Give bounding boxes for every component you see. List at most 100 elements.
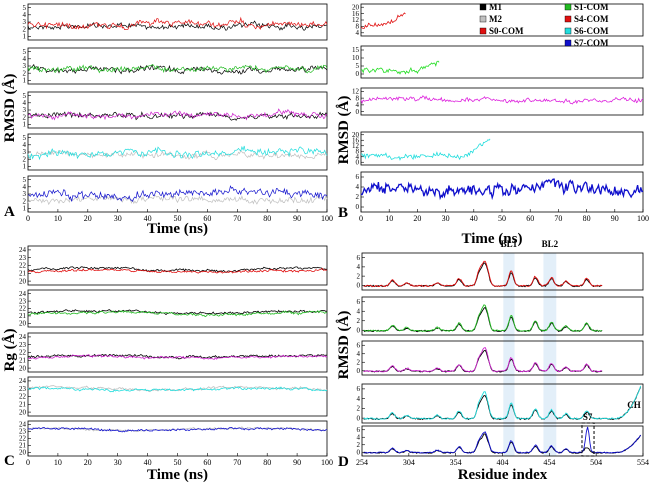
y-tick-label: 4 — [23, 99, 27, 107]
x-tick-label: 10 — [54, 214, 62, 223]
y-tick-label: 23 — [19, 341, 27, 349]
y-tick-label: 6 — [357, 298, 361, 306]
y-tick-label: 6 — [357, 426, 361, 434]
series-m1 — [27, 266, 328, 273]
x-tick-label: 0 — [26, 458, 30, 467]
series-s0-com — [363, 260, 603, 288]
x-tick-label: 354 — [450, 458, 462, 467]
y-tick-label: 2 — [357, 272, 361, 280]
y-tick-label: 24 — [19, 333, 27, 341]
series-s1-com — [363, 304, 603, 332]
x-tick-label: 60 — [203, 458, 211, 467]
y-tick-label: 3 — [23, 18, 27, 26]
series-m1 — [363, 262, 603, 288]
series-s1-com — [27, 309, 328, 318]
x-tick-label: 254 — [356, 458, 368, 467]
x-tick-label: 50 — [498, 214, 506, 223]
x-tick-label: 50 — [174, 458, 182, 467]
x-tick-label: 60 — [526, 214, 534, 223]
legend-label: S1-COM — [574, 2, 609, 12]
series-s0-com — [27, 16, 328, 31]
x-tick-label: 80 — [583, 214, 591, 223]
y-tick-label: 21 — [19, 312, 27, 320]
y-tick-label: 3 — [23, 62, 27, 70]
y-tick-label: 4 — [357, 263, 361, 271]
x-tick-label: 90 — [293, 458, 301, 467]
panel-letter: C — [4, 453, 15, 469]
series-m2 — [363, 387, 641, 421]
series-m2 — [27, 194, 328, 206]
annotation-ch: CH — [627, 400, 641, 410]
series-s0-com — [360, 12, 406, 29]
subplot-frame — [27, 91, 328, 129]
y-tick-label: 10 — [352, 54, 360, 62]
subplot-frame — [360, 87, 644, 116]
y-tick-label: 22 — [19, 305, 27, 313]
series-s6-com — [27, 386, 328, 393]
y-tick-label: 4 — [23, 55, 27, 63]
x-tick-label: 80 — [263, 214, 271, 223]
x-tick-label: 10 — [385, 214, 393, 223]
y-tick-label: 12 — [352, 88, 360, 96]
y-tick-label: 21 — [19, 357, 27, 365]
legend-swatch — [564, 27, 572, 35]
y-tick-label: 0 — [356, 70, 360, 78]
legend-swatch — [479, 27, 487, 35]
y-tick-label: 1 — [23, 205, 27, 213]
legend-label: M1 — [489, 2, 502, 12]
y-axis-title: RMSD (Å) — [336, 311, 352, 380]
y-tick-label: 5 — [23, 4, 27, 12]
y-tick-label: 0 — [356, 108, 360, 116]
x-axis-title: Residue index — [458, 467, 548, 483]
y-tick-label: 20 — [19, 364, 27, 372]
legend-swatch — [479, 3, 487, 11]
y-tick-label: 2 — [23, 113, 27, 121]
y-tick-label: 2 — [357, 441, 361, 449]
x-tick-label: 454 — [543, 458, 555, 467]
y-tick-label: 3 — [23, 106, 27, 114]
y-tick-label: 24 — [19, 290, 27, 298]
legend-label: S4-COM — [574, 14, 609, 24]
y-tick-label: 4 — [356, 183, 360, 191]
y-tick-label: 15 — [352, 46, 360, 54]
subplot-frame — [27, 133, 328, 171]
x-tick-label: 0 — [359, 214, 363, 223]
y-tick-label: 8 — [356, 94, 360, 102]
x-tick-label: 90 — [611, 214, 619, 223]
subplot-frame — [27, 420, 328, 457]
y-tick-label: 16 — [352, 10, 360, 18]
y-axis-title: RMSD (Å) — [2, 74, 18, 143]
y-tick-label: 5 — [23, 134, 27, 142]
y-tick-label: 2 — [356, 193, 360, 201]
legend-swatch — [564, 39, 572, 47]
x-tick-label: 50 — [174, 214, 182, 223]
y-tick-label: 8 — [356, 23, 360, 31]
subplot-frame — [361, 383, 644, 424]
x-tick-label: 80 — [263, 458, 271, 467]
y-tick-label: 22 — [19, 435, 27, 443]
x-tick-label: 0 — [26, 214, 30, 223]
annotation-bl1: BL1 — [501, 239, 518, 249]
y-tick-label: 4 — [23, 183, 27, 191]
y-tick-label: 3 — [23, 190, 27, 198]
x-axis-title: Time (ns) — [147, 221, 208, 237]
x-tick-label: 90 — [293, 214, 301, 223]
y-tick-label: 23 — [19, 297, 27, 305]
subplot-frame — [360, 131, 644, 166]
series-s0-com — [27, 267, 328, 274]
subplot-frame — [361, 340, 644, 376]
series-s6-com — [363, 385, 642, 420]
x-tick-label: 100 — [321, 214, 333, 223]
legend-label: S0-COM — [489, 26, 524, 36]
x-tick-label: 30 — [442, 214, 450, 223]
series-m2 — [27, 426, 328, 433]
y-tick-label: 24 — [19, 246, 27, 254]
y-tick-label: 23 — [19, 428, 27, 436]
x-tick-label: 100 — [637, 214, 649, 223]
y-tick-label: 16 — [352, 136, 360, 144]
series-s4-com — [360, 95, 644, 105]
y-tick-label: 22 — [19, 393, 27, 401]
legend-swatch — [564, 3, 572, 11]
x-axis-title: Time (ns) — [147, 467, 208, 483]
